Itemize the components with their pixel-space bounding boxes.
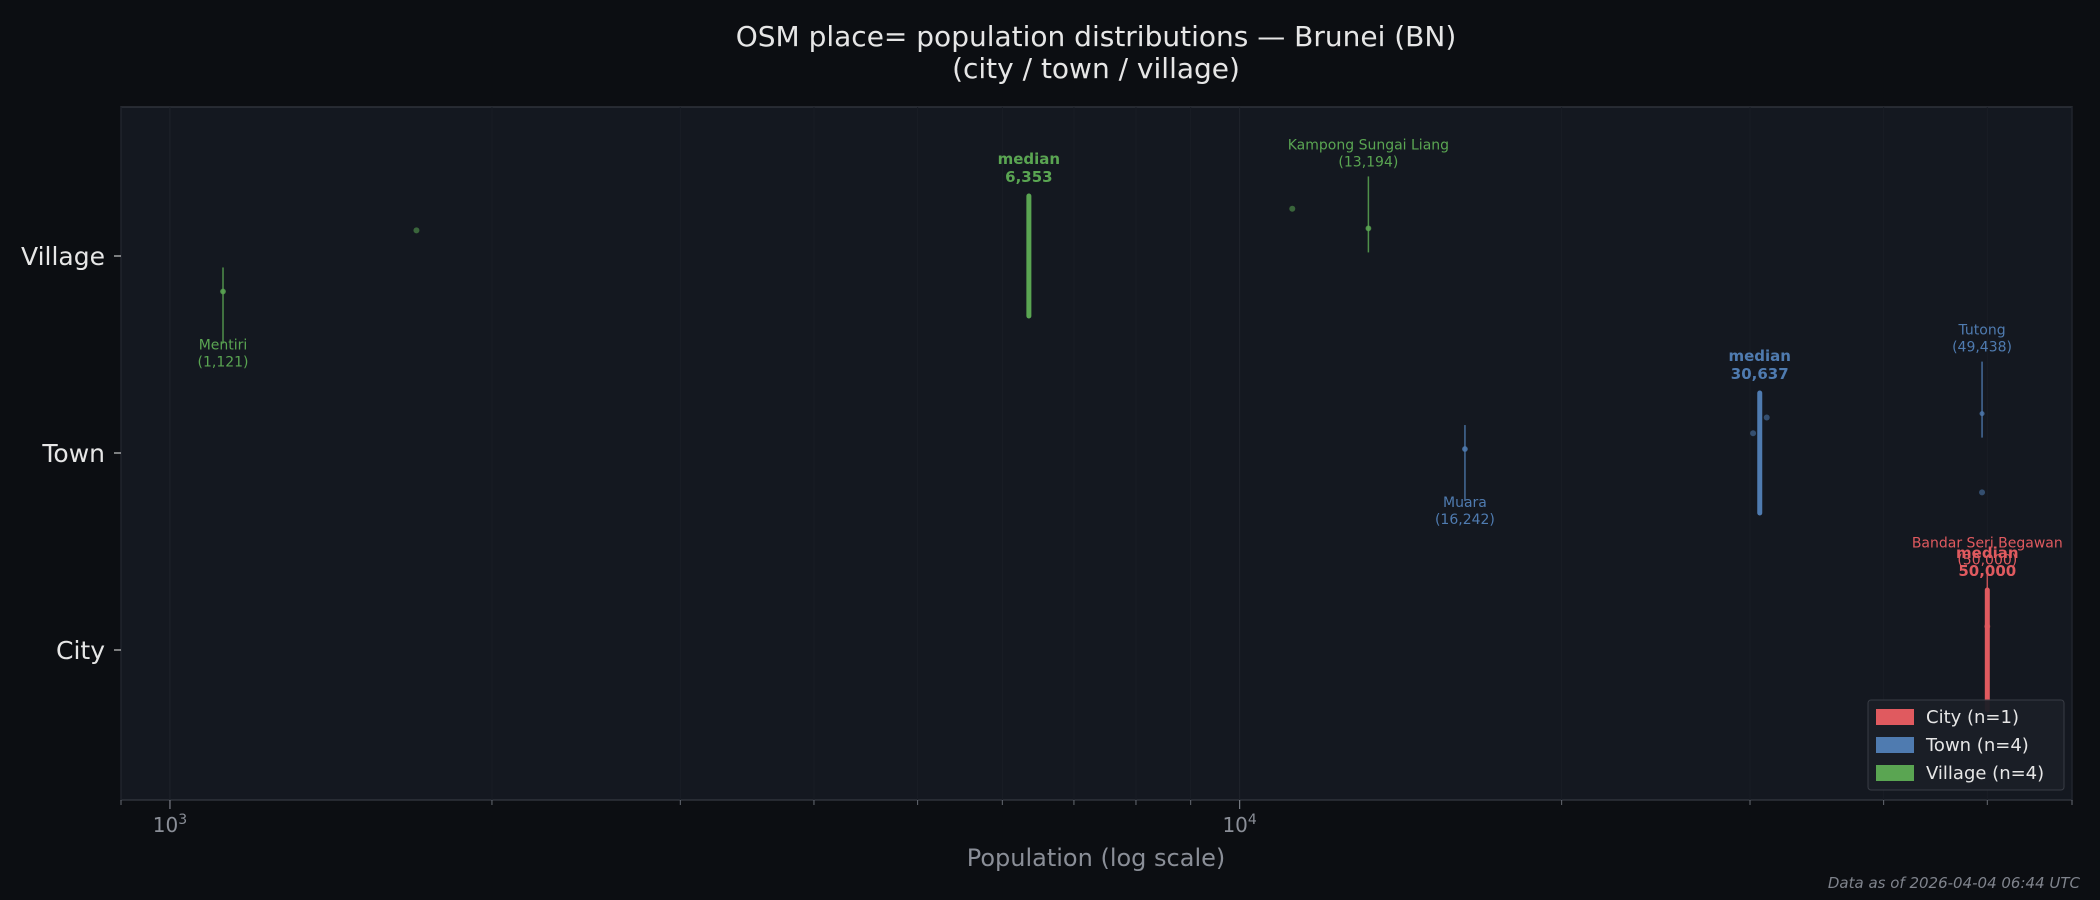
legend-swatch bbox=[1876, 765, 1914, 781]
data-point bbox=[1750, 430, 1757, 437]
y-tick-label: Village bbox=[21, 242, 105, 271]
data-point bbox=[1289, 205, 1296, 212]
point-value-label: (49,438) bbox=[1952, 340, 2012, 356]
legend-entry: Village (n=4) bbox=[1926, 763, 2044, 784]
point-name-label: Bandar Seri Begawan bbox=[1912, 535, 2063, 551]
point-name-label: Muara bbox=[1443, 495, 1487, 511]
data-point bbox=[413, 227, 420, 234]
series-village: Mentiri(1,121) Kampong Sungai Liang(13,19… bbox=[198, 137, 1450, 370]
median-value-label: 6,353 bbox=[1005, 168, 1052, 186]
labeled-point bbox=[1365, 225, 1371, 231]
labeled-point bbox=[1979, 411, 1985, 417]
point-name-label: Tutong bbox=[1957, 323, 2005, 339]
data-point bbox=[1763, 414, 1770, 421]
point-name-label: Mentiri bbox=[199, 337, 248, 353]
legend-box bbox=[1867, 699, 2065, 791]
median-value-label: 30,637 bbox=[1731, 365, 1789, 383]
median-label: median bbox=[1729, 347, 1791, 365]
point-value-label: (1,121) bbox=[198, 354, 249, 370]
data-point bbox=[1979, 489, 1986, 496]
plot-area bbox=[120, 106, 2073, 801]
x-axis-label: Population (log scale) bbox=[967, 844, 1226, 872]
chart-subtitle: (city / town / village) bbox=[952, 52, 1240, 85]
grid-lines bbox=[120, 107, 2073, 800]
point-value-label: (16,242) bbox=[1435, 512, 1495, 528]
y-tick-label: Town bbox=[41, 439, 105, 468]
median-label: median bbox=[998, 150, 1060, 168]
x-tick-label: 104 bbox=[1222, 812, 1256, 837]
legend-entry: Town (n=4) bbox=[1925, 735, 2029, 756]
labeled-point bbox=[220, 288, 226, 294]
x-tick-label: 103 bbox=[153, 812, 187, 837]
y-tick-label: City bbox=[56, 636, 105, 665]
point-name-label: Kampong Sungai Liang bbox=[1288, 137, 1449, 153]
point-value-label: (13,194) bbox=[1338, 154, 1398, 170]
median-value-label: 50,000 bbox=[1958, 562, 2016, 580]
data-marks: Bandar Seri Begawan(50,000)median50,000M… bbox=[198, 137, 2063, 713]
y-axis: City Town Village bbox=[21, 242, 121, 665]
x-axis: 103 104 bbox=[120, 800, 2073, 837]
legend: City (n=1) Town (n=4) Village (n=4) bbox=[1867, 699, 2065, 791]
chart-title: OSM place= population distributions — Br… bbox=[736, 20, 1457, 53]
point-value-label: (50,000) bbox=[1957, 552, 2017, 568]
legend-swatch bbox=[1876, 737, 1914, 753]
legend-swatch bbox=[1876, 709, 1914, 725]
labeled-point bbox=[1462, 446, 1468, 452]
footnote: Data as of 2026-04-04 06:44 UTC bbox=[1828, 874, 2081, 892]
legend-entry: City (n=1) bbox=[1926, 707, 2019, 728]
median-label: median bbox=[1956, 544, 2018, 562]
